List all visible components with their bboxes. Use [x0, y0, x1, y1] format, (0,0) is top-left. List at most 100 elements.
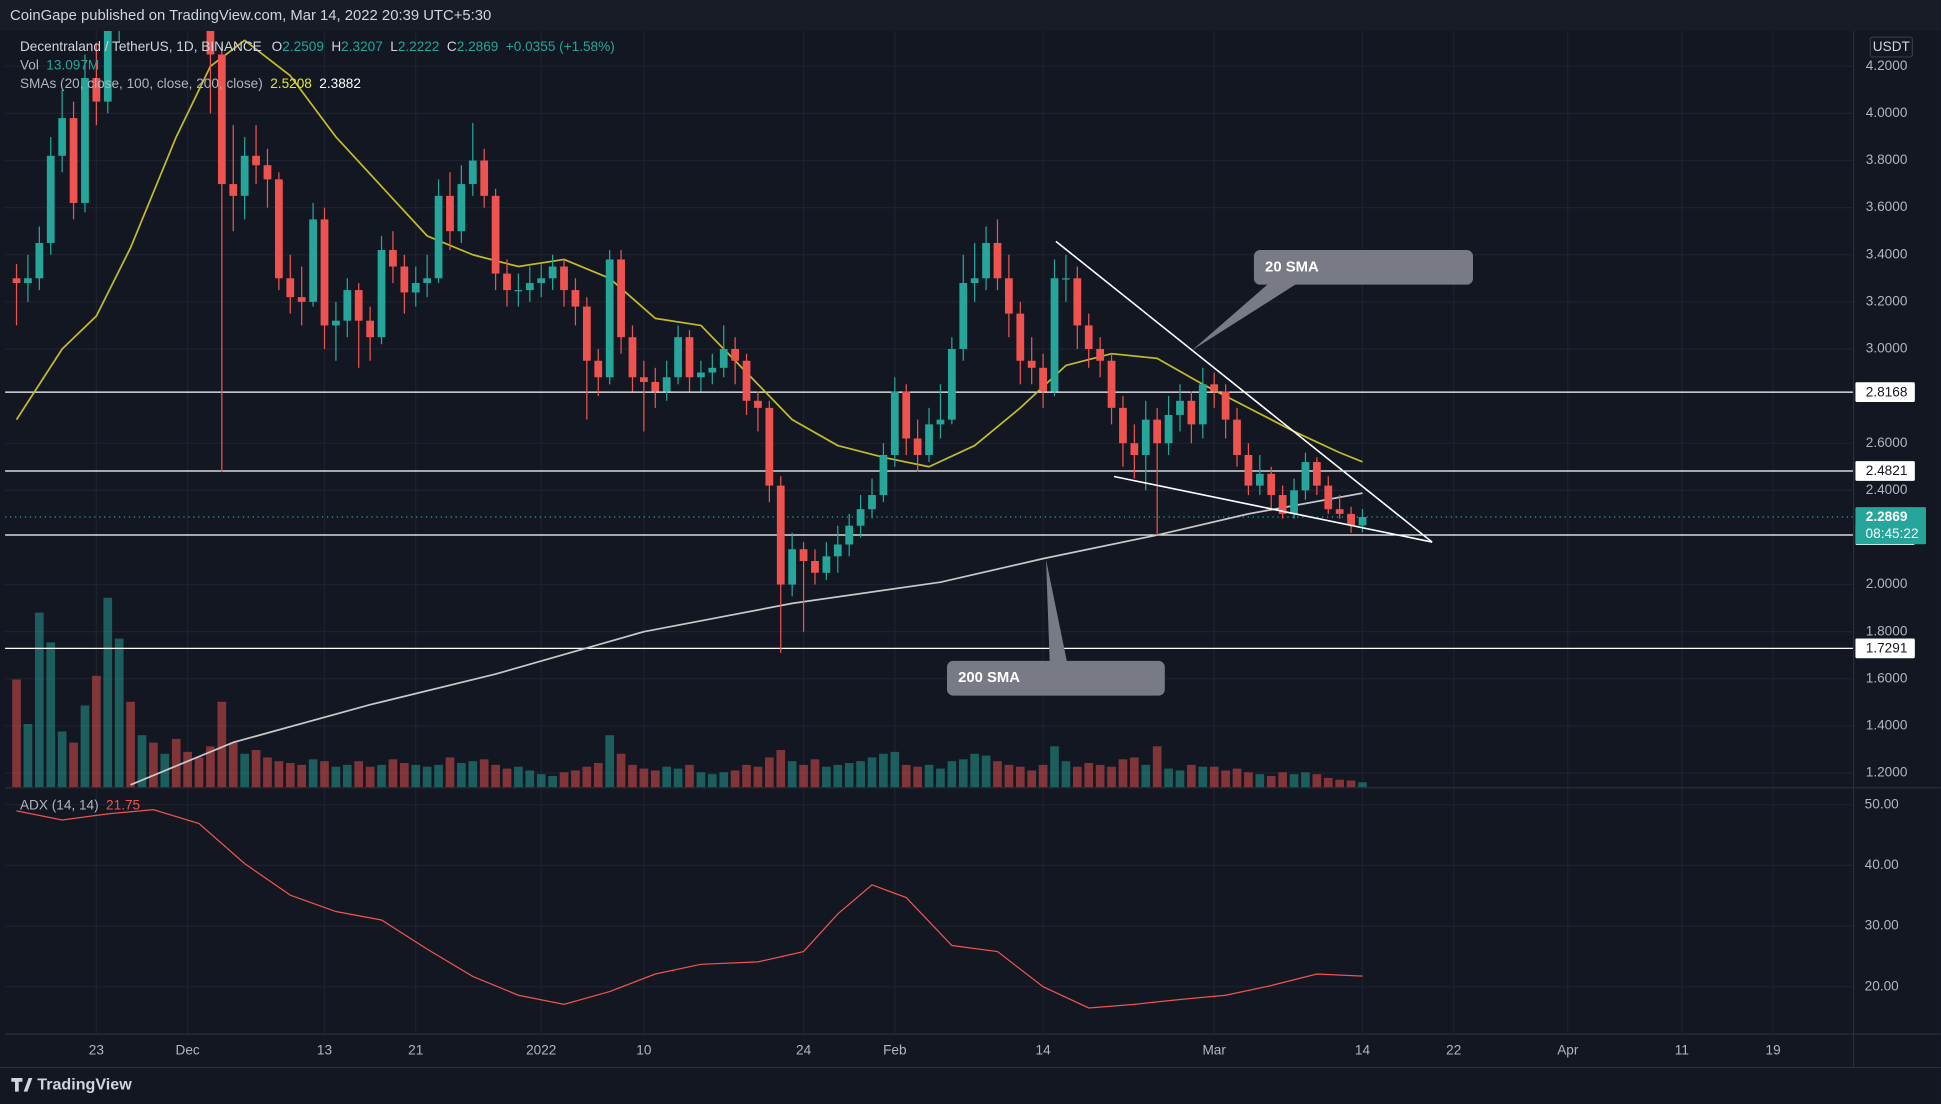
axes: 1.2000 1.4000 1.6000 1.8000 2.0000 2.4000 2.60… — [89, 58, 1926, 1057]
candle-body — [1347, 513, 1355, 526]
candle-body — [1050, 278, 1059, 392]
candle-body — [1039, 367, 1047, 392]
candle-body — [754, 400, 762, 408]
legend-adx: ADX (14, 14) 21.75 — [20, 797, 140, 812]
candle-body — [320, 219, 329, 326]
candle-body — [1358, 516, 1367, 526]
ohlc-letter: O — [272, 39, 283, 54]
x-tick-label: 21 — [408, 1042, 423, 1057]
volume-bar — [12, 679, 21, 788]
candle-body — [879, 454, 888, 496]
volume-bar — [468, 761, 478, 788]
candle-body — [662, 377, 671, 392]
candle-body — [605, 259, 614, 378]
volume-bar — [913, 766, 922, 788]
candle-body — [970, 278, 979, 284]
volume-bar — [1015, 766, 1025, 788]
volume-bar — [217, 701, 227, 788]
candle-body — [1267, 473, 1276, 496]
candle-body — [514, 290, 523, 292]
volume-bar — [240, 753, 249, 788]
annotation-text: 20 SMA — [1265, 259, 1319, 275]
candle-body — [286, 278, 295, 298]
logo[interactable]: TradingView — [37, 1076, 132, 1094]
volume-bar — [320, 761, 329, 788]
x-tick-label: 23 — [89, 1042, 104, 1057]
ohlc-letter: H — [331, 39, 341, 54]
candle-body — [959, 283, 968, 349]
candle-body — [1233, 419, 1241, 455]
volume-bar — [970, 753, 979, 788]
volume-bar — [707, 774, 717, 788]
volume-bar — [57, 731, 67, 788]
volume-bar — [582, 766, 592, 788]
ohlc-value: 2.3207 — [341, 39, 383, 54]
ohlc-letter: L — [390, 39, 398, 54]
candle-body — [480, 160, 489, 196]
candle-body — [46, 155, 55, 243]
candle-body — [902, 391, 911, 439]
y-tick-label: 4.0000 — [1866, 105, 1908, 120]
countdown: 08:45:22 — [1866, 526, 1919, 541]
candle-body — [1255, 473, 1264, 486]
level-tag — [1855, 461, 1915, 481]
volume-bar — [251, 750, 261, 788]
candle-body — [936, 419, 945, 425]
x-tick-label: 2022 — [526, 1042, 556, 1057]
candle-body — [811, 560, 819, 573]
volume-bar — [742, 764, 751, 788]
candle-body — [1119, 407, 1127, 444]
candle-body — [332, 320, 340, 326]
volume-bar — [571, 770, 580, 788]
candle-body — [833, 544, 842, 557]
x-tick-label: Feb — [883, 1042, 906, 1057]
volume-bar — [1221, 770, 1230, 788]
candle-body — [457, 184, 466, 232]
volume-bar — [514, 766, 523, 788]
candle-body — [389, 250, 397, 267]
change: +0.0355 (+1.58%) — [506, 39, 615, 54]
volume-bar — [1118, 759, 1128, 788]
volume-bar — [548, 776, 557, 788]
volume-bar — [92, 675, 101, 788]
volume-bar — [833, 764, 843, 788]
volume-bar — [1027, 770, 1037, 788]
volume-bar — [149, 742, 158, 788]
candle-body — [263, 165, 272, 180]
volume-bar — [114, 638, 124, 788]
volume-bar — [354, 761, 364, 788]
x-tick-label: 14 — [1355, 1042, 1371, 1057]
sma-value: 2.3882 — [319, 76, 361, 91]
candle-body — [617, 259, 625, 338]
candle-body — [788, 549, 797, 585]
volume-bar — [1164, 768, 1173, 788]
candle-body — [1062, 278, 1070, 280]
level-tag — [1855, 638, 1915, 659]
volume-bar — [1107, 766, 1116, 788]
volume-bar — [126, 701, 135, 788]
candle-body — [560, 266, 568, 291]
volume-bar — [879, 753, 888, 788]
candle-body — [548, 266, 557, 279]
y-tick-label: 1.2000 — [1866, 765, 1908, 780]
candle-body — [765, 407, 774, 486]
volume-bar — [947, 761, 957, 788]
annotation-text: 200 SMA — [958, 670, 1020, 686]
candle-body — [366, 320, 375, 338]
candle-body — [856, 509, 865, 526]
candle-body — [947, 348, 956, 420]
legend-volume: Vol 13.097M — [20, 57, 99, 72]
candle-body — [1107, 360, 1116, 408]
candle-body — [1096, 348, 1105, 361]
volume-bar — [331, 766, 341, 788]
candle-body — [1198, 384, 1207, 425]
volume-bar — [628, 764, 637, 788]
volume-bar — [46, 642, 56, 788]
top-bar — [0, 0, 1941, 31]
candle-body — [1153, 419, 1162, 444]
candle-body — [1335, 509, 1344, 514]
volume-bar — [69, 742, 78, 788]
legend-symbol: Decentraland / TetherUS, 1D, BINANCE O2.2… — [20, 39, 615, 54]
volume-bar — [1130, 757, 1139, 788]
